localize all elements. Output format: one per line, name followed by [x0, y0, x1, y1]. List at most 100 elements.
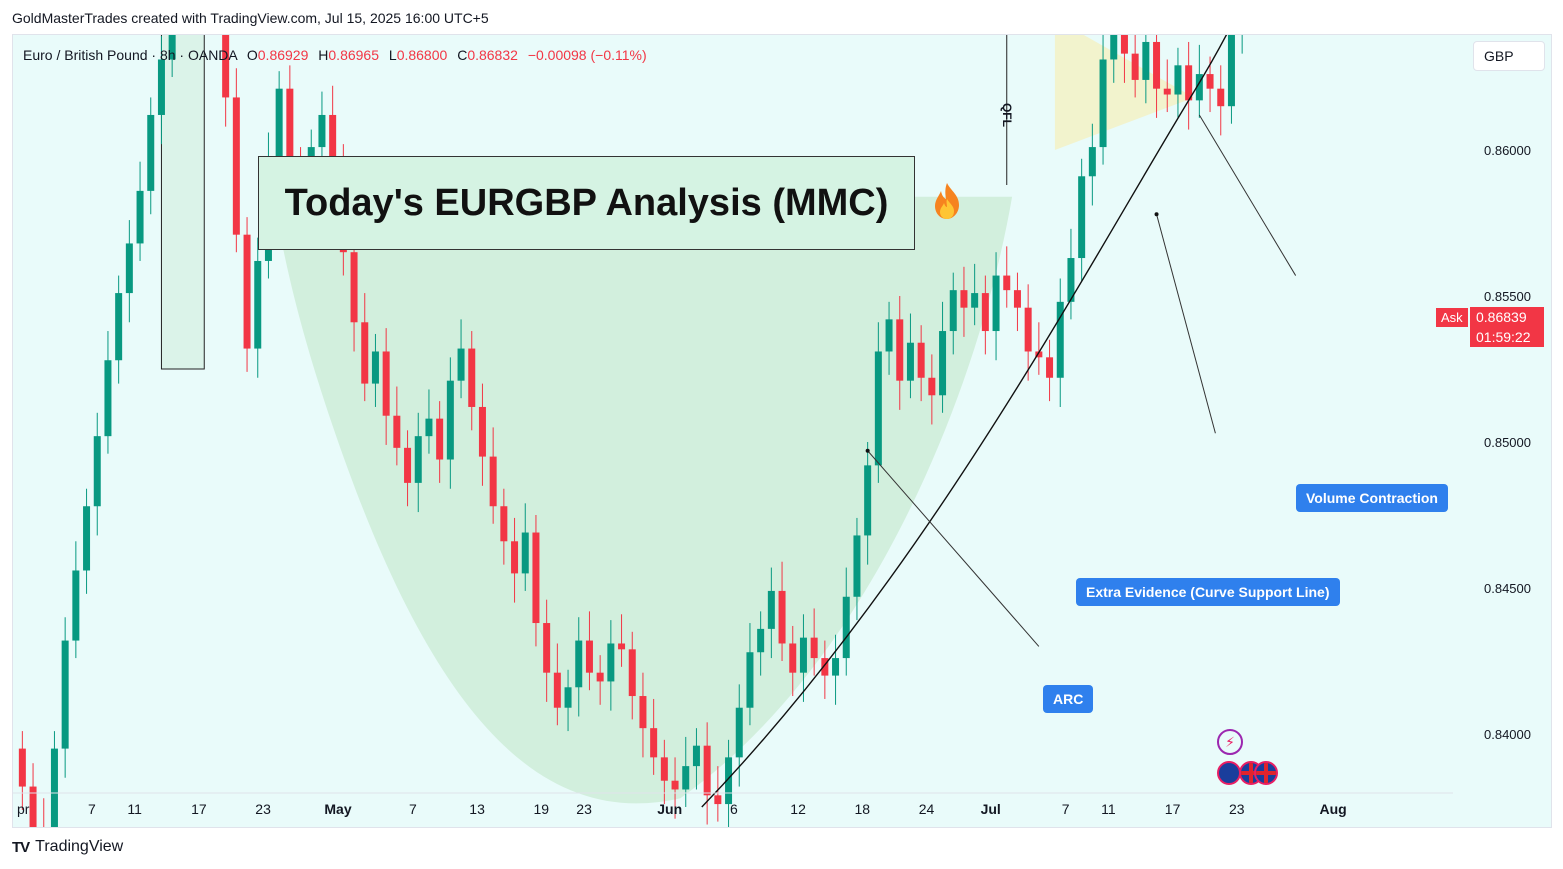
candle-body	[810, 637, 818, 659]
candle-body	[1067, 258, 1075, 302]
candle-body	[254, 260, 262, 349]
footer-brand[interactable]: TradingView	[35, 838, 124, 855]
candle-body	[93, 436, 101, 507]
candle-body	[243, 234, 251, 349]
y-tick-label: 0.84500	[1484, 581, 1531, 596]
y-tick-label: 0.86000	[1484, 143, 1531, 158]
candle-body	[1056, 301, 1064, 378]
x-tick-label: May	[324, 801, 351, 817]
candle-body	[222, 35, 230, 98]
candle-body	[757, 628, 765, 653]
news-flash-icon[interactable]: ⚡	[1217, 729, 1243, 755]
chart-area[interactable]: 0.84000 0.84500 0.85000 0.85500 0.86000 pr 7 11…	[12, 34, 1552, 828]
symbol-name[interactable]: Euro / British Pound · 8h · OANDA	[23, 47, 237, 63]
x-tick-label: 7	[88, 801, 96, 817]
chart-attribution: GoldMasterTrades created with TradingVie…	[12, 10, 489, 26]
candle-body	[1024, 307, 1032, 352]
candle-body	[115, 293, 123, 361]
candle-body	[575, 640, 583, 688]
candle-body	[1035, 351, 1043, 358]
candle-body	[992, 275, 1000, 332]
low-value: 0.86800	[396, 47, 448, 63]
arc-pointer-line	[867, 450, 1040, 647]
candle-body	[1163, 88, 1171, 95]
candle-body	[778, 590, 786, 644]
candle-body	[607, 643, 615, 682]
candle-body	[147, 114, 155, 191]
candle-body	[660, 757, 668, 781]
candle-body	[1110, 35, 1118, 60]
candle-body	[692, 745, 700, 767]
candle-body	[468, 348, 476, 407]
x-tick-label: 23	[576, 801, 592, 817]
candle-body	[1195, 74, 1203, 101]
curve-support-line	[701, 35, 1228, 808]
open-value: 0.86929	[257, 47, 309, 63]
tradingview-logo-icon[interactable]: TV	[12, 838, 30, 856]
currency-button[interactable]: GBP	[1473, 41, 1545, 71]
eu-flag-icon[interactable]	[1217, 761, 1241, 785]
arc-pattern-shape	[273, 196, 1013, 804]
x-tick-label: Aug	[1319, 801, 1346, 817]
analysis-title: Today's EURGBP Analysis (MMC)	[258, 156, 915, 250]
candle-body	[393, 415, 401, 448]
candle-body	[618, 643, 626, 650]
candle-body	[639, 696, 647, 729]
candle-body	[136, 190, 144, 244]
candle-body	[414, 436, 422, 483]
x-tick-label: Jul	[981, 801, 1001, 817]
candle-body	[928, 377, 936, 396]
candle-body	[50, 748, 58, 827]
x-tick-label: 6	[730, 801, 738, 817]
candle-body	[789, 643, 797, 673]
x-tick-label: 13	[469, 801, 485, 817]
candle-body	[1217, 88, 1225, 107]
candle-body	[553, 672, 561, 708]
symbol-legend[interactable]: Euro / British Pound · 8h · OANDA O0.869…	[23, 47, 647, 63]
candle-body	[971, 293, 979, 308]
candle-body	[1078, 176, 1086, 259]
candle-body	[960, 290, 968, 308]
candle-body	[1174, 65, 1182, 95]
candle-body	[500, 506, 508, 542]
candle-body	[949, 290, 957, 332]
change-value: −0.00098 (−0.11%)	[527, 47, 647, 63]
candle-body	[703, 745, 711, 796]
low-label: L	[388, 47, 397, 63]
x-tick-label: 17	[1165, 801, 1181, 817]
candle-body	[1003, 275, 1011, 291]
candle-body	[682, 766, 690, 790]
open-label: O	[246, 47, 258, 63]
close-label: C	[457, 47, 468, 63]
candle-body	[72, 570, 80, 641]
x-tick-label: 11	[127, 801, 142, 817]
candle-body	[1185, 65, 1193, 101]
x-tick-label: 11	[1101, 801, 1116, 817]
candle-body	[29, 786, 37, 827]
uk-flag-icon-2[interactable]	[1254, 761, 1278, 785]
y-tick-label: 0.85500	[1484, 289, 1531, 304]
x-tick-label: 17	[191, 801, 207, 817]
candle-body	[842, 596, 850, 659]
candle-body	[1142, 41, 1150, 80]
candle-body	[232, 97, 240, 235]
candle-body	[981, 293, 989, 332]
candle-body	[746, 652, 754, 708]
evidence-pointer-dot	[1154, 212, 1159, 217]
candle-body	[489, 456, 497, 507]
ask-price: 0.86839	[1470, 307, 1544, 327]
candle-body	[61, 640, 69, 749]
x-tick-label: 24	[919, 801, 935, 817]
candle-body	[896, 319, 904, 381]
x-tick-label: pr	[17, 801, 30, 817]
candle-body	[104, 360, 112, 437]
candle-body	[1099, 59, 1107, 148]
chart-canvas[interactable]: 0.84000 0.84500 0.85000 0.85500 0.86000 pr 7 11…	[13, 35, 1551, 827]
volume-contraction-triangle	[1054, 35, 1194, 150]
fire-icon	[935, 183, 959, 219]
countdown-timer: 01:59:22	[1470, 327, 1544, 347]
evidence-pointer-line	[1156, 214, 1216, 434]
x-tick-label: 23	[255, 801, 271, 817]
ask-label: Ask	[1436, 308, 1468, 327]
candle-body	[596, 672, 604, 682]
